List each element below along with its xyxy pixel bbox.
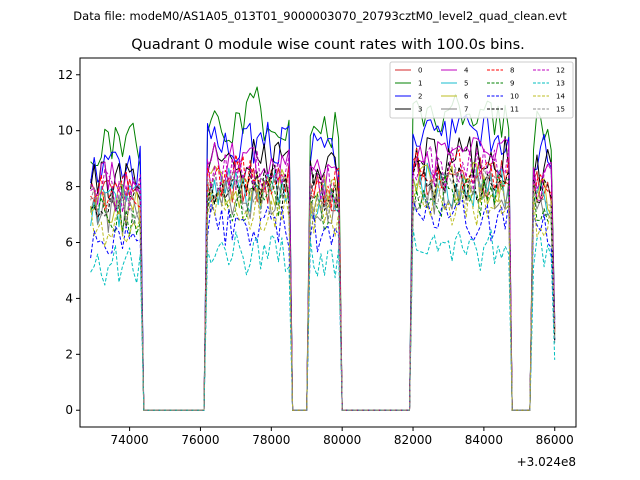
chart-title: Quadrant 0 module wise count rates with … — [131, 37, 525, 53]
y-tick-label: 6 — [65, 236, 73, 250]
x-tick-label: 86000 — [536, 433, 574, 447]
legend-label: 5 — [464, 80, 468, 88]
y-axis: 0 2 4 6 8 10 12 — [58, 68, 80, 417]
x-tick-label: 76000 — [181, 433, 219, 447]
legend-label: 10 — [510, 93, 519, 101]
y-tick-label: 2 — [65, 347, 73, 361]
legend-label: 4 — [464, 67, 469, 75]
legend-label: 6 — [464, 93, 469, 101]
plot-frame — [79, 57, 577, 428]
y-tick-label: 0 — [65, 403, 73, 417]
legend-label: 2 — [418, 93, 422, 101]
series-line-14 — [90, 183, 556, 411]
x-tick-label: 78000 — [252, 433, 290, 447]
legend-label: 1 — [418, 80, 422, 88]
x-tick-label: 80000 — [323, 433, 361, 447]
data-file-caption: Data file: modeM0/AS1A05_013T01_90000030… — [73, 9, 567, 23]
legend-label: 7 — [464, 106, 468, 114]
series-line-15 — [90, 166, 556, 411]
legend-label: 12 — [556, 67, 565, 75]
legend-label: 11 — [510, 106, 519, 114]
legend-frame — [389, 61, 574, 119]
legend-label: 8 — [510, 67, 514, 75]
legend-label: 0 — [418, 67, 422, 75]
x-tick-label: 82000 — [394, 433, 432, 447]
legend-label: 3 — [418, 106, 422, 114]
legend-label: 15 — [556, 106, 565, 114]
x-tick-label: 84000 — [465, 433, 503, 447]
legend-label: 9 — [510, 80, 514, 88]
y-tick-label: 8 — [65, 180, 73, 194]
legend-label: 13 — [556, 80, 565, 88]
legend-label: 14 — [556, 93, 565, 101]
x-offset-label: +3.024e8 — [517, 455, 576, 469]
y-tick-label: 10 — [58, 124, 73, 138]
x-tick-label: 74000 — [111, 433, 149, 447]
x-axis: 74000 76000 78000 80000 82000 84000 86000 — [111, 427, 574, 447]
y-tick-label: 4 — [65, 291, 73, 305]
series-lines — [90, 86, 556, 411]
y-tick-label: 12 — [58, 68, 73, 82]
